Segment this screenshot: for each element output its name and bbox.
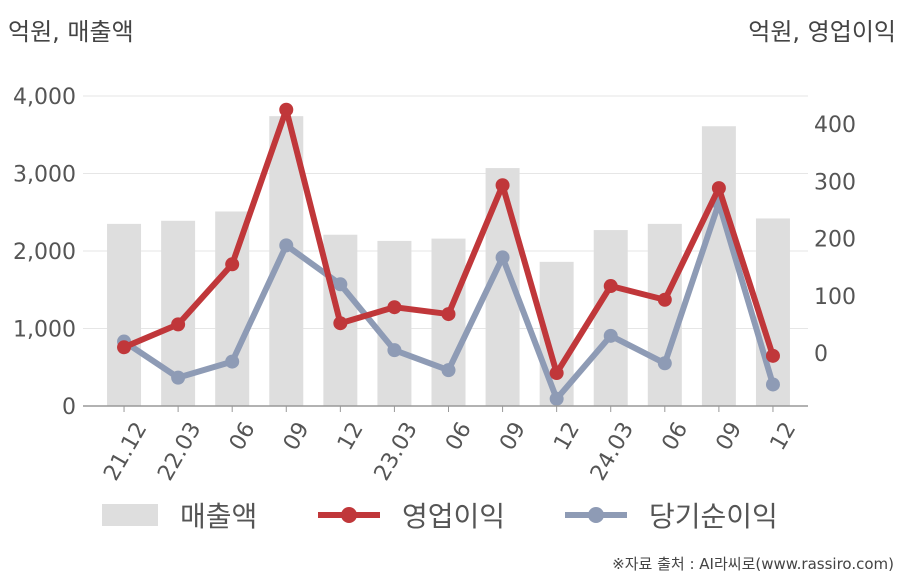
category-label: 09 — [279, 418, 315, 455]
legend-label-net: 당기순이익 — [649, 500, 778, 533]
revenue-bar — [701, 126, 736, 406]
operating-profit-point — [495, 178, 510, 193]
revenue-bar — [431, 238, 466, 406]
category-label: 12 — [333, 418, 369, 455]
net-income-point — [549, 391, 564, 406]
operating-profit-point — [387, 300, 402, 315]
operating-profit-point — [603, 279, 618, 294]
net-income-point — [171, 370, 186, 385]
operating-profit-point — [279, 102, 294, 117]
axes — [83, 405, 808, 412]
revenue-bar — [593, 230, 628, 406]
category-label: 09 — [712, 418, 748, 455]
left-axis-unit: 억원, 매출액 — [8, 18, 134, 46]
category-label: 12 — [549, 418, 585, 455]
left-tick-label: 3,000 — [13, 163, 76, 188]
legend-label-operating: 영업이익 — [402, 500, 506, 533]
operating-profit-point — [225, 257, 240, 272]
operating-profit-point — [171, 317, 186, 332]
right-tick-label: 0 — [814, 342, 828, 367]
revenue-bars — [107, 116, 790, 407]
category-label: 06 — [225, 418, 261, 455]
legend-swatch-net — [565, 507, 627, 523]
net-income-point — [333, 277, 348, 292]
left-tick-label: 0 — [62, 395, 76, 420]
category-label: 24.03 — [586, 418, 639, 485]
right-tick-label: 200 — [814, 228, 856, 253]
net-income-point — [495, 250, 510, 265]
net-income-point — [657, 356, 672, 371]
category-label: 12 — [766, 418, 802, 455]
net-income-point — [603, 328, 618, 343]
net-income-point — [441, 363, 456, 378]
category-label: 21.12 — [99, 418, 152, 485]
left-tick-label: 4,000 — [13, 85, 76, 110]
legend-label-revenue: 매출액 — [180, 500, 258, 533]
legend-swatch-revenue — [102, 504, 158, 526]
legend-swatch-operating — [318, 507, 380, 523]
category-label: 22.03 — [153, 418, 206, 485]
right-tick-label: 300 — [814, 170, 856, 195]
right-axis-unit: 억원, 영업이익 — [748, 18, 896, 46]
operating-profit-point — [765, 348, 780, 363]
legend: 매출액 영업이익 당기순이익 — [0, 490, 908, 540]
revenue-bar — [377, 240, 412, 406]
legend-item-revenue: 매출액 — [102, 490, 257, 540]
net-income-point — [279, 238, 294, 253]
operating-profit-point — [117, 340, 132, 355]
left-tick-label: 1,000 — [13, 318, 76, 343]
line-series — [117, 102, 780, 406]
category-label: 09 — [495, 418, 531, 455]
right-tick-label: 100 — [814, 285, 856, 310]
operating-profit-point — [441, 307, 456, 322]
source-credit: ※자료 출처 : AI라씨로(www.rassiro.com) — [612, 555, 894, 573]
revenue-bar — [215, 211, 250, 406]
net-income-point — [765, 377, 780, 392]
net-income-point — [225, 354, 240, 369]
category-label: 06 — [658, 418, 694, 455]
left-tick-label: 2,000 — [13, 240, 76, 265]
operating-profit-point — [711, 181, 726, 196]
operating-profit-point — [657, 292, 672, 307]
category-label: 23.03 — [370, 418, 423, 485]
legend-item-net: 당기순이익 — [565, 490, 778, 540]
revenue-bar — [647, 223, 682, 406]
category-label: 06 — [441, 418, 477, 455]
legend-item-operating: 영업이익 — [318, 490, 505, 540]
net-income-point — [387, 343, 402, 358]
operating-profit-point — [333, 316, 348, 331]
operating-profit-point — [549, 366, 564, 381]
right-tick-label: 400 — [814, 113, 856, 138]
revenue-bar — [107, 223, 142, 406]
